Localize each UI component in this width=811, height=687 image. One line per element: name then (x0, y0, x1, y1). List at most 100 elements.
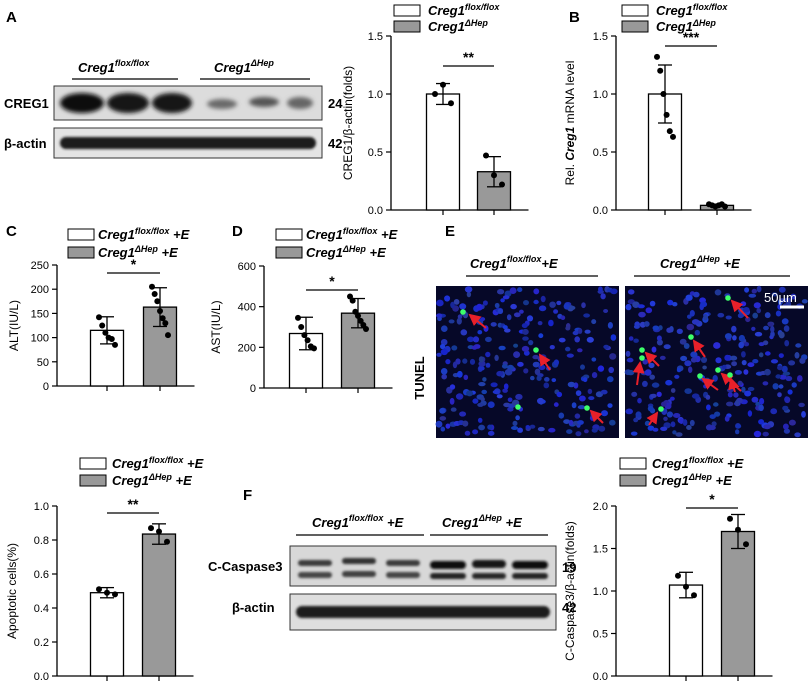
blot-a-row2-mw: 42 (328, 136, 342, 151)
nucleus (791, 382, 797, 388)
nucleus (745, 316, 751, 323)
actin-bands-f (296, 606, 550, 618)
chart-creg1-protein: 0.0 0.5 1.0 1.5 CREG1/β-actin(folds) ** (341, 31, 529, 217)
nucleus (538, 364, 546, 371)
blot-a-group-hep: Creg1ΔHep (214, 58, 274, 75)
nucleus (521, 345, 530, 352)
nucleus (652, 325, 660, 331)
nucleus (515, 415, 520, 421)
svg-text:Creg1flox/flox +E: Creg1flox/flox +E (112, 455, 204, 471)
nucleus (435, 420, 443, 428)
nucleus (661, 401, 667, 407)
nucleus (724, 354, 731, 361)
nucleus (709, 425, 716, 431)
tunel-positive-cell (639, 355, 645, 361)
nucleus (490, 382, 498, 388)
nucleus (485, 336, 492, 343)
nucleus (544, 377, 550, 382)
nucleus (783, 423, 789, 430)
data-point (670, 133, 676, 140)
red-arrow (730, 299, 749, 319)
nucleus (691, 319, 700, 325)
red-arrow (644, 351, 660, 367)
nucleus (598, 425, 606, 432)
nucleus (548, 319, 554, 327)
data-point (743, 541, 749, 548)
nucleus (663, 344, 671, 350)
data-point (483, 152, 489, 159)
nucleus (492, 390, 500, 394)
data-point (164, 538, 170, 545)
nucleus (656, 335, 662, 342)
y-tick-label: 0.8 (34, 535, 49, 547)
blot-a-group-flox: Creg1flox/flox (78, 58, 150, 75)
nucleus (758, 419, 765, 425)
nucleus (481, 389, 488, 395)
nucleus (734, 370, 743, 375)
nucleus (436, 313, 443, 318)
nucleus (684, 388, 692, 394)
nucleus (744, 287, 750, 293)
nucleus (517, 361, 524, 367)
data-point (683, 583, 689, 590)
nucleus (798, 402, 805, 408)
nucleus (684, 360, 692, 367)
nucleus (743, 342, 750, 347)
chart-alt: 0 50 100 150 200 250 ALT(IU/L) * (7, 256, 195, 393)
nucleus (703, 384, 708, 389)
nucleus (507, 406, 514, 412)
nucleus (494, 302, 500, 309)
panel-label-d: D (232, 223, 243, 240)
nucleus (741, 351, 746, 358)
nucleus (538, 333, 544, 339)
nucleus (556, 391, 563, 398)
nucleus (515, 393, 523, 400)
nucleus (744, 390, 752, 397)
panel-label-a: A (6, 9, 17, 26)
data-point (727, 515, 733, 522)
data-point (108, 336, 115, 343)
nucleus (549, 301, 556, 308)
nucleus (702, 365, 707, 370)
nucleus (572, 330, 579, 336)
nucleus (784, 340, 790, 347)
nucleus (778, 331, 785, 339)
nucleus (563, 303, 570, 310)
nucleus (441, 325, 448, 333)
nucleus (674, 374, 680, 379)
nucleus (747, 410, 753, 417)
nucleus (608, 366, 614, 374)
svg-text:Creg1ΔHep +E: Creg1ΔHep +E (652, 472, 732, 488)
nucleus (663, 416, 668, 421)
nucleus (498, 345, 506, 351)
actin-bands-a (60, 137, 316, 149)
nucleus (510, 303, 517, 310)
nucleus (737, 313, 744, 319)
y-tick-label: 50 (37, 357, 49, 369)
nucleus (603, 309, 609, 313)
chart-creg1-mrna: 0.0 0.5 1.0 1.5 Rel. Creg1 mRNA level *** (563, 29, 752, 217)
nucleus (584, 329, 591, 334)
data-point (112, 341, 118, 348)
nucleus (797, 375, 803, 382)
y-tick-label: 250 (31, 260, 49, 272)
y-tick-label: 0.5 (593, 147, 608, 159)
nucleus (740, 301, 747, 307)
legend-b: Creg1flox/flox Creg1ΔHep (621, 2, 728, 34)
nucleus (731, 361, 737, 367)
nucleus (738, 341, 744, 349)
data-point (675, 572, 681, 579)
nucleus (558, 337, 566, 343)
nucleus (478, 424, 485, 431)
y-axis-label: Rel. Creg1 mRNA level (563, 61, 577, 186)
nucleus (706, 404, 711, 411)
nucleus (758, 404, 764, 412)
nucleus (553, 402, 559, 407)
nucleus (507, 397, 513, 403)
nucleus (571, 402, 577, 409)
nucleus (801, 299, 808, 304)
nucleus (637, 397, 642, 404)
nucleus (771, 292, 778, 297)
nucleus (713, 342, 721, 349)
chart-caspase3-quant: 0.0 0.5 1.0 1.5 2.0 C-Caspase3/β-actin(folds)… (563, 491, 773, 683)
